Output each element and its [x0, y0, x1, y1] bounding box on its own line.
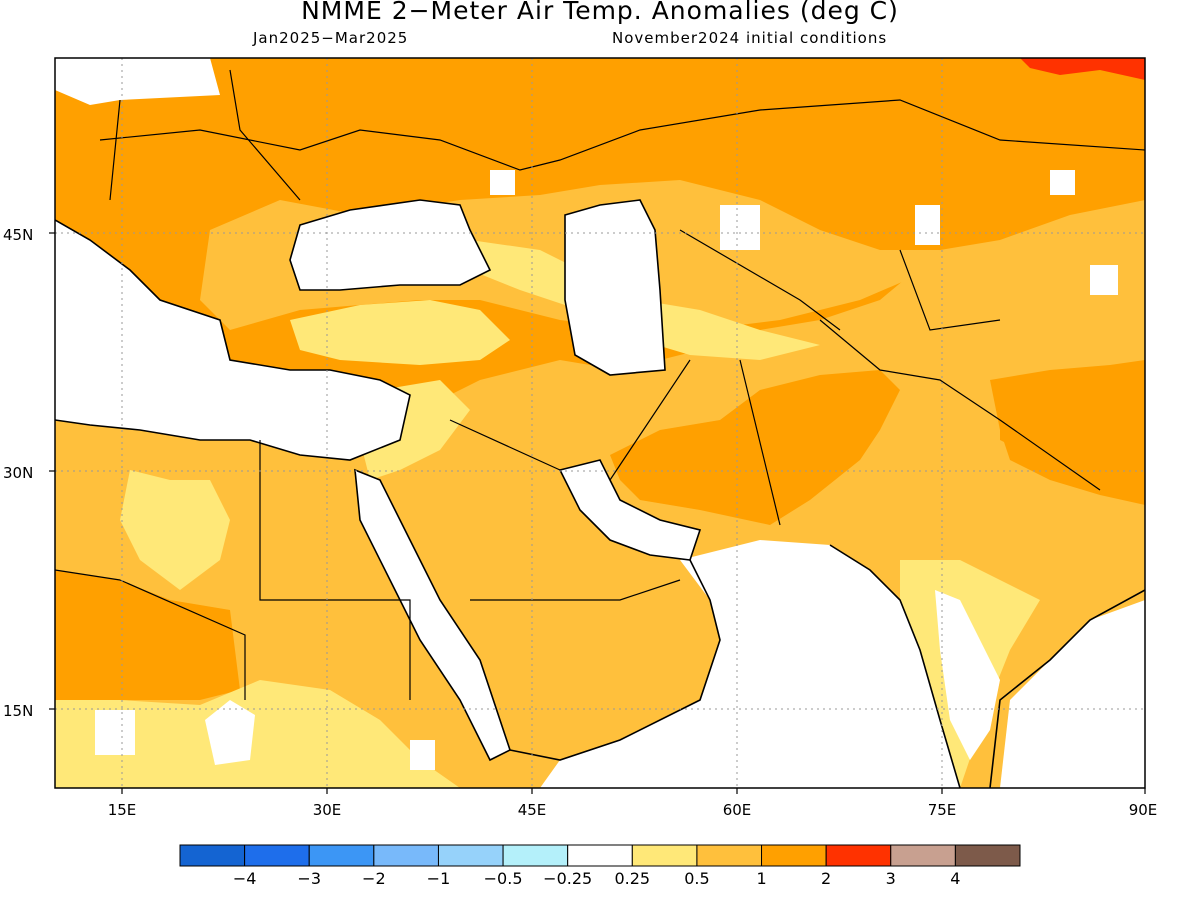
colorbar-swatch: [373, 844, 439, 867]
colorbar-label: 0.25: [614, 869, 650, 888]
india-coast: [829, 544, 1145, 788]
map-title: NMME 2−Meter Air Temp. Anomalies (deg C): [301, 0, 899, 25]
colorbar-swatch: [954, 844, 1021, 867]
colorbar-label: 4: [950, 869, 960, 888]
black-sea: [290, 200, 490, 290]
lake-chad-mask: [95, 710, 135, 755]
colorbar: −4 −3 −2 −1 −0.5 −0.25 0.25 0.5 1 2 3 4: [179, 844, 1021, 888]
india-south-mask: [935, 590, 1000, 760]
tick-marks: [49, 232, 1146, 794]
colorbar-swatch: [761, 844, 827, 867]
colorbar-label: 3: [886, 869, 896, 888]
colorbar-label: 1: [756, 869, 766, 888]
colorbar-label: 0.5: [684, 869, 709, 888]
lon-tick-label: 30E: [313, 801, 342, 819]
anomaly-field-0.25-0.5-sahel: [55, 680, 460, 788]
colorbar-label: −0.25: [543, 869, 592, 888]
scandinavia-mask: [55, 58, 220, 105]
map-area: [55, 58, 1145, 788]
balkhash-lake: [915, 205, 940, 245]
colorbar-label: −4: [233, 869, 257, 888]
country-borders: [55, 69, 1145, 700]
anomaly-field-0.25-0.5-centralasia: [470, 240, 820, 360]
aral-sea: [720, 205, 760, 250]
issyk-kul-lake: [1090, 265, 1118, 295]
lat-tick-label: 45N: [3, 226, 33, 244]
anomaly-field-2-3: [1020, 58, 1145, 80]
lon-tick-label: 45E: [518, 801, 547, 819]
sudd-mask: [205, 700, 255, 765]
lat-tick-label: 15N: [3, 702, 33, 720]
lake-tana-mask: [410, 740, 435, 770]
black-sea-coast: [289, 199, 492, 291]
colorbar-swatch: [179, 844, 246, 867]
caspian-sea: [565, 200, 665, 375]
forecast-period: Jan2025−Mar2025: [253, 29, 409, 47]
lon-tick-label: 75E: [928, 801, 957, 819]
lat-tick-label: 30N: [3, 464, 33, 482]
arabian-peninsula-coast: [509, 559, 721, 761]
colorbar-swatch: [437, 844, 504, 867]
colorbar-swatch: [244, 844, 310, 867]
coastlines: [55, 69, 1145, 788]
colorbar-label: −2: [362, 869, 386, 888]
graticule: [55, 58, 1145, 788]
mediterranean-coast: [55, 219, 411, 461]
anomaly-field-0.25-0.5-anatolia: [290, 300, 510, 365]
lon-tick-label: 15E: [108, 801, 137, 819]
caspian-coast: [564, 199, 666, 376]
colorbar-swatch: [890, 844, 956, 867]
colorbar-label: −3: [297, 869, 321, 888]
colorbar-label: −0.5: [484, 869, 523, 888]
colorbar-swatch: [631, 844, 698, 867]
lon-tick-label: 60E: [723, 801, 752, 819]
initial-conditions: November2024 initial conditions: [612, 29, 888, 47]
mongolia-mask: [1050, 170, 1075, 195]
anomaly-field-1-2-tibet: [990, 360, 1145, 505]
neutral-regions: [55, 58, 1145, 788]
colorbar-swatch: [825, 844, 892, 867]
anomaly-field-1-2-iran: [610, 370, 900, 525]
map-frame: [54, 57, 1146, 789]
red-sea: [355, 470, 510, 760]
colorbar-swatch: [567, 844, 633, 867]
colorbar-swatch: [502, 844, 569, 867]
mediterranean-sea: [55, 220, 410, 460]
anomaly-field-0.25-0.5-libya: [120, 470, 230, 590]
arabian-sea: [540, 540, 960, 788]
persian-gulf: [560, 460, 700, 560]
bay-of-bengal: [1000, 600, 1145, 788]
colorbar-swatch: [308, 844, 375, 867]
lon-tick-label: 90E: [1129, 801, 1158, 819]
colorbar-label: −1: [427, 869, 451, 888]
anomaly-field-1-2-africa: [55, 570, 240, 700]
colorbar-label: 2: [821, 869, 831, 888]
volga-mask: [490, 170, 515, 195]
colorbar-swatch: [696, 844, 763, 867]
